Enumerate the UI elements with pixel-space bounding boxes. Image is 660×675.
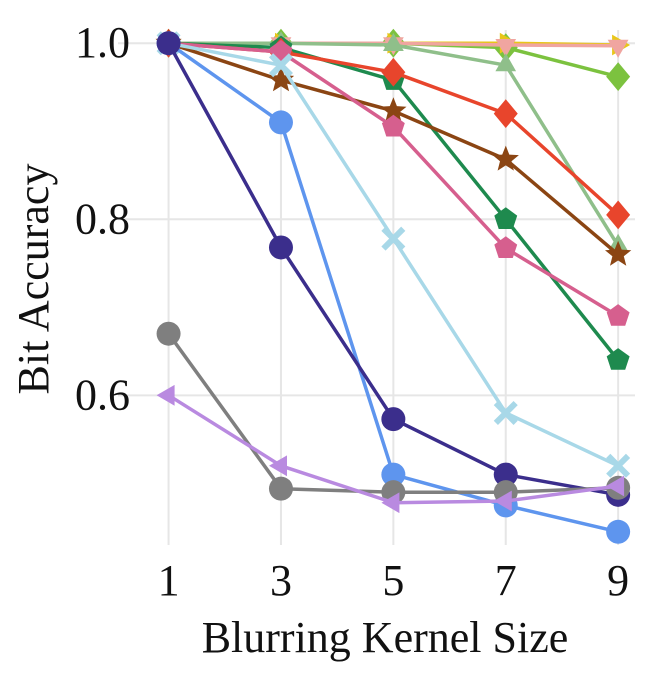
x-axis-label: Blurring Kernel Size <box>202 613 569 662</box>
data-point <box>268 235 293 260</box>
data-point <box>156 31 181 56</box>
x-tick-label: 9 <box>607 556 629 605</box>
data-point <box>381 462 406 487</box>
y-tick-label: 1.0 <box>75 18 130 67</box>
data-point <box>494 207 518 229</box>
data-point <box>381 57 406 87</box>
data-point <box>495 53 517 72</box>
data-point <box>267 66 295 92</box>
data-point <box>606 200 631 230</box>
data-point <box>269 455 287 477</box>
data-point <box>156 384 175 406</box>
x-tick-label: 3 <box>270 556 292 605</box>
series-layer <box>155 28 632 544</box>
data-point <box>494 236 518 258</box>
data-point <box>493 400 518 425</box>
series-8 <box>157 31 630 326</box>
data-point <box>381 114 405 137</box>
data-point <box>605 240 632 266</box>
data-point <box>493 99 518 129</box>
data-point <box>606 304 630 326</box>
data-point <box>268 53 293 78</box>
data-point <box>495 39 517 57</box>
y-axis-label: Bit Accuracy <box>9 164 58 395</box>
x-tick-label: 1 <box>158 556 180 605</box>
data-point <box>606 453 631 478</box>
data-point <box>492 145 519 171</box>
data-point <box>381 407 406 432</box>
data-point <box>493 462 518 487</box>
x-tick-label: 7 <box>495 556 517 605</box>
data-point <box>156 321 181 346</box>
data-point <box>606 519 631 544</box>
data-point <box>268 110 293 135</box>
data-point <box>606 475 625 497</box>
data-point <box>383 33 404 51</box>
data-point <box>380 97 407 123</box>
data-point <box>381 226 406 251</box>
data-point <box>607 39 629 58</box>
x-tick-label: 5 <box>382 556 404 605</box>
x-axis-ticks: 1 3 5 7 9 <box>158 556 630 605</box>
data-point <box>493 490 512 512</box>
data-point <box>268 476 293 501</box>
data-point <box>606 348 630 370</box>
y-axis-ticks: 0.6 0.8 1.0 <box>75 18 130 419</box>
series-12 <box>156 321 631 505</box>
data-point <box>381 492 400 514</box>
data-point <box>606 62 631 92</box>
y-tick-label: 0.8 <box>75 194 130 243</box>
y-tick-label: 0.6 <box>75 370 130 419</box>
series-13 <box>156 384 625 514</box>
